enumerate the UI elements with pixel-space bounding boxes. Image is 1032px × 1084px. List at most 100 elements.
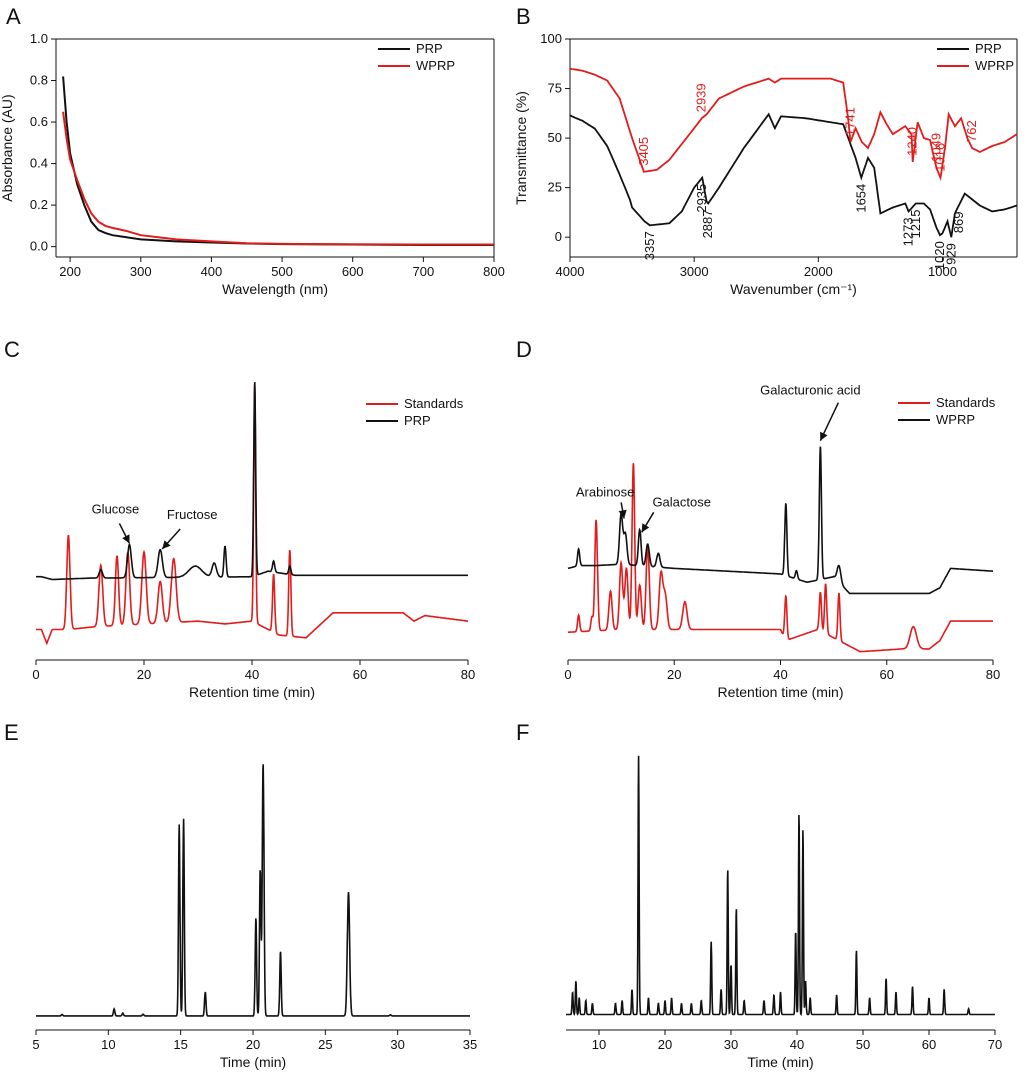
peak-label-1240: 1240 (905, 127, 920, 156)
x-tick-label: 25 (318, 1037, 332, 1052)
y-axis-label: Transmittance (%) (513, 91, 529, 205)
y-tick-label: 1.0 (30, 31, 48, 46)
panel-a: A 200 300 400 500 600 700 800 0.0 0.2 0.4 0.6 0.8 1.0… (0, 4, 505, 297)
panel-e: E 5 10 15 20 25 30 35 Time (min) (4, 720, 477, 1070)
panel-letter-b: B (516, 4, 531, 29)
legend-label-standards: Standards (404, 396, 464, 411)
x-tick-label: 200 (59, 264, 81, 279)
x-axis-label: Wavelength (nm) (222, 281, 328, 297)
x-tick-label: 20 (246, 1037, 260, 1052)
x-tick-label: 700 (413, 264, 435, 279)
y-tick-label: 75 (548, 81, 562, 96)
panel-b: B 4000 3000 2000 1000 0 25 50 75 100 Wavenumber (c… (513, 4, 1018, 297)
series-line-wprp (62, 111, 494, 246)
x-tick-label: 80 (986, 667, 1000, 682)
x-tick-label: 4000 (556, 264, 585, 279)
x-tick-label: 30 (724, 1037, 738, 1052)
series-line-standards (568, 463, 993, 653)
legend-label-standards: Standards (936, 395, 996, 410)
x-tick-label: 3000 (680, 264, 709, 279)
x-tick-label: 20 (667, 667, 681, 682)
panel-letter-f: F (516, 720, 529, 745)
series-line-prp (62, 76, 494, 246)
annotation-galacturonic-acid: Galacturonic acid (760, 383, 860, 398)
x-tick-label: 40 (790, 1037, 804, 1052)
series-line-standards (36, 387, 468, 646)
legend-label-prp: PRP (975, 41, 1002, 56)
y-tick-label: 0.2 (30, 197, 48, 212)
panel-letter-c: C (4, 337, 20, 362)
x-tick-label: 0 (32, 667, 39, 682)
panel-d: D 0 20 40 60 80 Retention time (min) Arabinose G… (516, 337, 1000, 700)
x-tick-label: 60 (922, 1037, 936, 1052)
series-line-prp (569, 112, 1018, 238)
legend-label-wprp: WPRP (975, 58, 1014, 73)
panel-letter-d: D (516, 337, 532, 362)
panel-f: F 10 20 30 40 50 60 70 Time (min) (516, 720, 1002, 1070)
legend-label-prp: PRP (404, 413, 431, 428)
galactose-arrow-head (641, 523, 650, 533)
x-tick-label: 60 (353, 667, 367, 682)
y-axis-label: Absorbance (AU) (0, 94, 15, 201)
peak-label-1741: 1741 (842, 107, 857, 136)
x-axis-label: Time (min) (220, 1054, 286, 1070)
legend-label-prp: PRP (416, 41, 443, 56)
x-tick-label: 0 (564, 667, 571, 682)
series-line-prp (36, 382, 468, 581)
panel-c: C 0 20 40 60 80 Retention time (min) Glucose Fru… (4, 337, 475, 700)
peak-label-1016: 1016 (933, 143, 948, 172)
arabinose-arrow-head (618, 509, 627, 519)
peak-label-1215: 1215 (908, 209, 923, 238)
x-tick-label: 20 (658, 1037, 672, 1052)
galacturonic-acid-arrow-head (820, 431, 828, 441)
x-axis-label: Retention time (min) (717, 684, 843, 700)
x-tick-label: 30 (390, 1037, 404, 1052)
x-tick-label: 10 (592, 1037, 606, 1052)
peak-label-869: 869 (951, 211, 966, 233)
x-tick-label: 300 (130, 264, 152, 279)
x-tick-label: 2000 (804, 264, 833, 279)
x-axis-label: Wavenumber (cm⁻¹) (730, 281, 857, 297)
y-tick-label: 0.4 (30, 156, 48, 171)
x-tick-label: 70 (988, 1037, 1002, 1052)
y-tick-label: 0.6 (30, 114, 48, 129)
x-tick-label: 500 (271, 264, 293, 279)
x-axis-label: Time (min) (747, 1054, 813, 1070)
panel-letter-a: A (6, 4, 21, 29)
x-tick-label: 40 (245, 667, 259, 682)
x-axis-label: Retention time (min) (189, 684, 315, 700)
peak-label-762: 762 (964, 120, 979, 142)
peak-label-3405: 3405 (636, 137, 651, 166)
x-tick-label: 35 (463, 1037, 477, 1052)
x-tick-label: 50 (856, 1037, 870, 1052)
glucose-arrow-head (122, 534, 130, 544)
series-line (36, 764, 470, 1017)
x-tick-label: 60 (880, 667, 894, 682)
series-line (566, 755, 995, 1017)
x-tick-label: 80 (461, 667, 475, 682)
peak-label-1273: 1273 (901, 217, 916, 246)
peak-label-1654: 1654 (853, 184, 868, 213)
peak-label-1020: 1020 (932, 241, 947, 270)
peak-label-929: 929 (943, 243, 958, 265)
y-tick-label: 25 (548, 180, 562, 195)
y-tick-label: 100 (540, 31, 562, 46)
y-tick-label: 0 (555, 229, 562, 244)
peak-label-2939: 2939 (694, 83, 709, 112)
x-tick-label: 40 (773, 667, 787, 682)
annotation-fructose: Fructose (167, 507, 218, 522)
x-tick-label: 1000 (928, 264, 957, 279)
panel-letter-e: E (4, 720, 19, 745)
x-tick-label: 15 (173, 1037, 187, 1052)
annotation-glucose: Glucose (92, 501, 140, 516)
x-tick-label: 400 (201, 264, 223, 279)
y-tick-label: 50 (548, 130, 562, 145)
x-tick-label: 800 (483, 264, 505, 279)
y-tick-label: 0.8 (30, 73, 48, 88)
peak-label-2935: 2935 (694, 184, 709, 213)
x-tick-label: 600 (342, 264, 364, 279)
fructose-arrow-head (162, 540, 171, 549)
series-line-wprp (569, 67, 1018, 181)
series-line-wprp (567, 446, 993, 595)
